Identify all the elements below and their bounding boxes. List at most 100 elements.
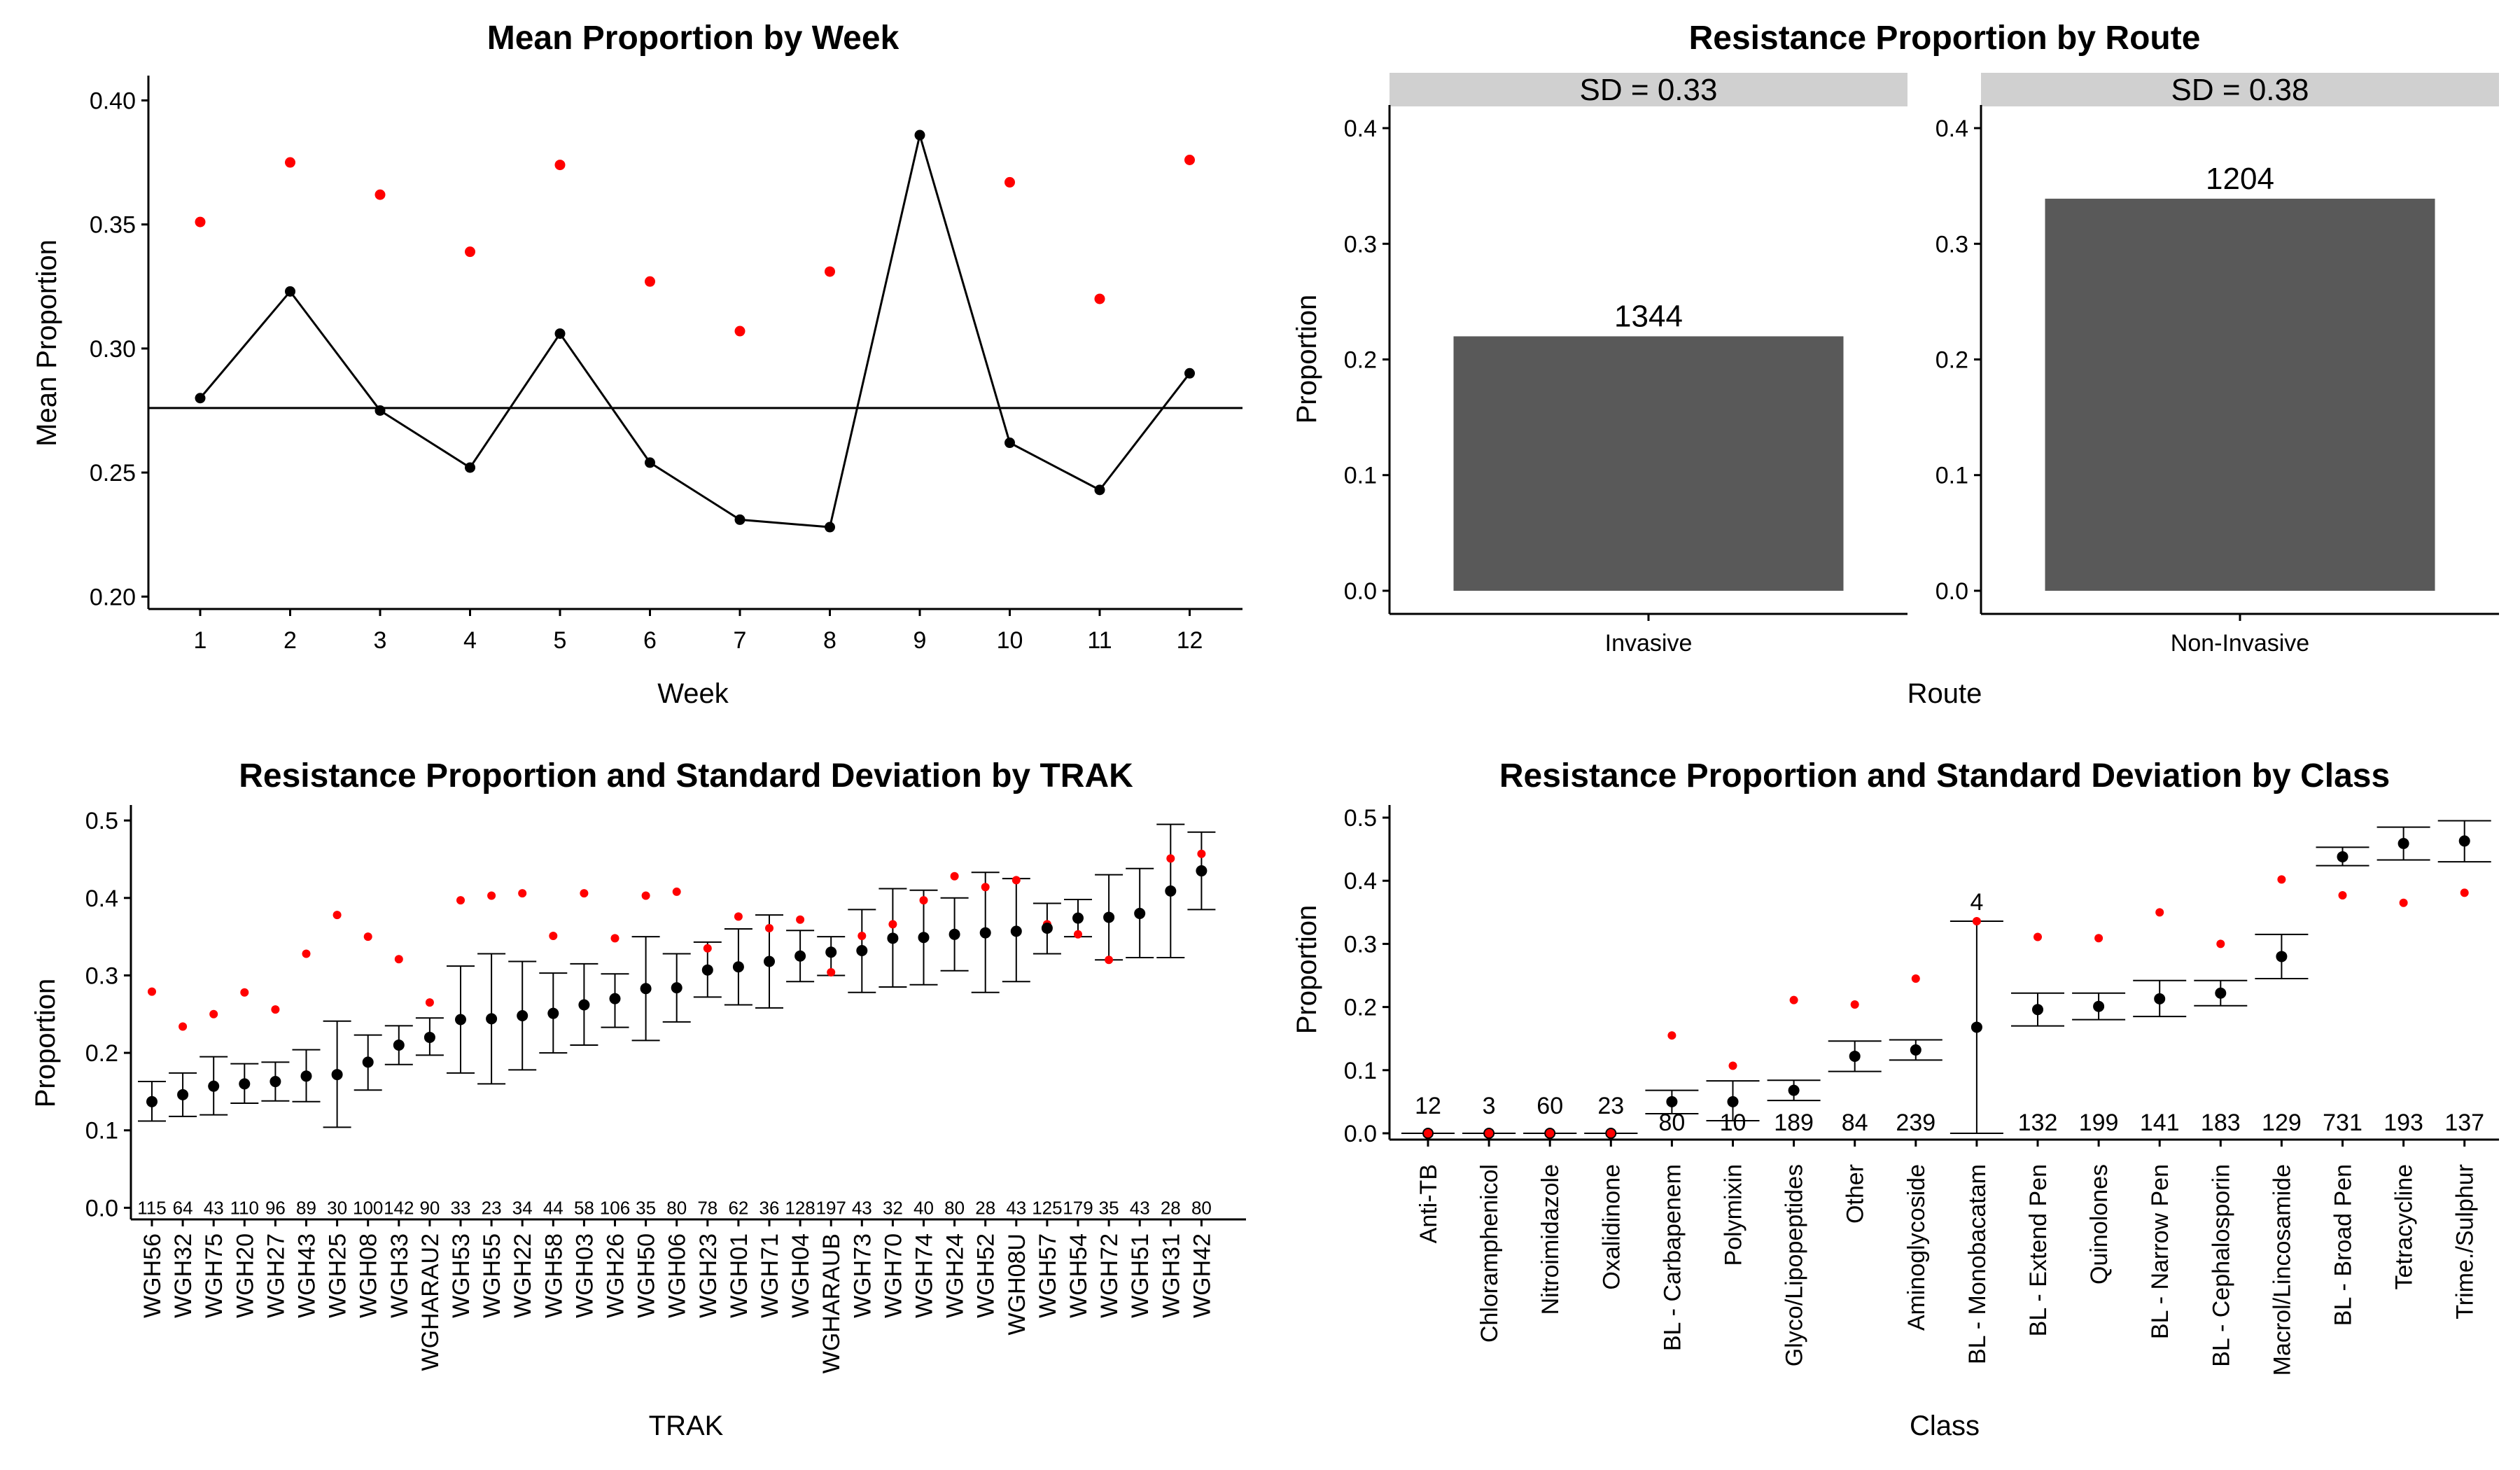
x-axis-label: TRAK <box>649 1410 724 1441</box>
trak-x-tick-label: WGH22 <box>510 1233 536 1318</box>
trak-x-tick-label: WGH04 <box>788 1233 814 1318</box>
mean-point <box>2398 838 2409 850</box>
count-label: 34 <box>512 1197 533 1218</box>
trak-y-tick-label: 0.2 <box>85 1040 118 1067</box>
mean-point <box>270 1076 281 1088</box>
count-label: 78 <box>697 1197 718 1218</box>
mean-point <box>331 1069 343 1081</box>
chart-title: Resistance Proportion and Standard Devia… <box>1499 757 2390 794</box>
mean-point <box>393 1040 405 1051</box>
trak-y-tick-label: 0.0 <box>85 1195 118 1222</box>
red-point <box>1485 1128 1494 1138</box>
count-label: 84 <box>1842 1110 1868 1136</box>
red-point <box>2460 888 2469 897</box>
week-x-tick-label: 12 <box>1177 627 1203 654</box>
y-axis-label: Proportion <box>30 979 61 1108</box>
red-point <box>456 896 465 905</box>
count-label: 189 <box>1774 1110 1814 1136</box>
mean-point <box>1103 911 1115 923</box>
count-label: 62 <box>728 1197 748 1218</box>
mean-point <box>1788 1084 1800 1096</box>
facet-strip <box>1390 73 1907 106</box>
red-point <box>1105 955 1114 965</box>
class-x-tick-label: BL - Extend Pen <box>2025 1164 2052 1336</box>
week-x-tick-label: 2 <box>284 627 297 654</box>
class-x-tick-label: Other <box>1842 1164 1869 1224</box>
count-label: 239 <box>1896 1110 1935 1136</box>
red-point <box>1166 854 1175 863</box>
week-x-tick-label: 1 <box>194 627 207 654</box>
route-y-tick-label: 0.3 <box>1344 231 1377 258</box>
red-point <box>1606 1128 1616 1138</box>
count-label: 28 <box>1161 1197 1181 1218</box>
trak-x-tick-label: WGH52 <box>973 1233 1000 1318</box>
class-panel: Resistance Proportion and Standard Devia… <box>1292 757 2499 1441</box>
count-label: 80 <box>666 1197 687 1218</box>
trak-x-tick-label: WGHARAUB <box>818 1233 845 1373</box>
mean-point <box>455 1014 466 1026</box>
mean-point <box>554 328 566 340</box>
class-y-tick-label: 0.3 <box>1344 931 1377 958</box>
mean-point <box>887 932 899 944</box>
mean-point <box>208 1080 220 1092</box>
count-label: 125 <box>1032 1197 1062 1218</box>
count-label: 193 <box>2384 1110 2423 1136</box>
mean-point <box>825 946 837 958</box>
count-label: 197 <box>816 1197 846 1218</box>
count-label: 44 <box>543 1197 564 1218</box>
mean-point <box>1970 1021 1982 1033</box>
class-x-tick-label: BL - Carbapenem <box>1659 1164 1686 1351</box>
x-axis-label: Route <box>1907 678 1982 709</box>
week-y-tick-label: 0.35 <box>90 212 136 239</box>
red-point <box>1424 1128 1432 1138</box>
week-y-tick-label: 0.40 <box>90 88 136 114</box>
trak-x-tick-label: WGH06 <box>664 1233 691 1318</box>
red-point <box>178 1022 188 1031</box>
mean-point <box>1165 885 1177 897</box>
route-y-tick-label: 0.1 <box>1935 463 1968 489</box>
mean-point <box>486 1013 498 1025</box>
count-label: 80 <box>1658 1110 1685 1136</box>
red-point <box>950 872 959 881</box>
class-y-tick-label: 0.0 <box>1344 1121 1377 1147</box>
trak-x-tick-label: WGHARAU2 <box>417 1233 444 1371</box>
week-x-tick-label: 9 <box>913 627 927 654</box>
red-point <box>1972 916 1981 925</box>
trak-y-tick-label: 0.5 <box>85 808 118 834</box>
mean-point <box>1072 912 1084 924</box>
count-label: 23 <box>482 1197 502 1218</box>
red-point <box>302 949 311 958</box>
mean-point <box>764 955 775 967</box>
mean-point <box>1727 1096 1739 1107</box>
count-label: 3 <box>1483 1093 1496 1119</box>
red-point <box>858 932 867 941</box>
class-x-tick-label: Polymixin <box>1721 1164 1747 1266</box>
mean-point <box>1094 484 1105 496</box>
trak-x-tick-label: WGH31 <box>1158 1233 1184 1318</box>
class-x-tick-label: Nitroimidazole <box>1537 1164 1564 1315</box>
red-point <box>2216 939 2225 948</box>
mean-point <box>300 1070 312 1082</box>
mean-point <box>2337 850 2348 862</box>
mean-point <box>424 1031 435 1043</box>
facet-strip-label: SD = 0.38 <box>2171 73 2309 107</box>
count-label: 106 <box>600 1197 630 1218</box>
count-label: 4 <box>1970 889 1983 916</box>
week-x-tick-label: 6 <box>643 627 657 654</box>
week-x-tick-label: 4 <box>463 627 477 654</box>
route-y-tick-label: 0.2 <box>1344 347 1377 374</box>
red-point <box>332 911 342 920</box>
red-point <box>1184 155 1195 166</box>
count-label: 80 <box>1191 1197 1212 1218</box>
mean-point <box>1196 865 1208 877</box>
count-label: 183 <box>2201 1110 2241 1136</box>
count-label: 179 <box>1063 1197 1093 1218</box>
trak-x-tick-label: WGH70 <box>880 1233 906 1318</box>
mean-point <box>1010 925 1022 937</box>
trak-x-tick-label: WGH20 <box>232 1233 258 1318</box>
count-label: 96 <box>265 1197 286 1218</box>
mean-point <box>1849 1050 1861 1062</box>
mean-point <box>2154 993 2166 1004</box>
trak-y-tick-label: 0.1 <box>85 1118 118 1144</box>
count-label: 36 <box>760 1197 780 1218</box>
